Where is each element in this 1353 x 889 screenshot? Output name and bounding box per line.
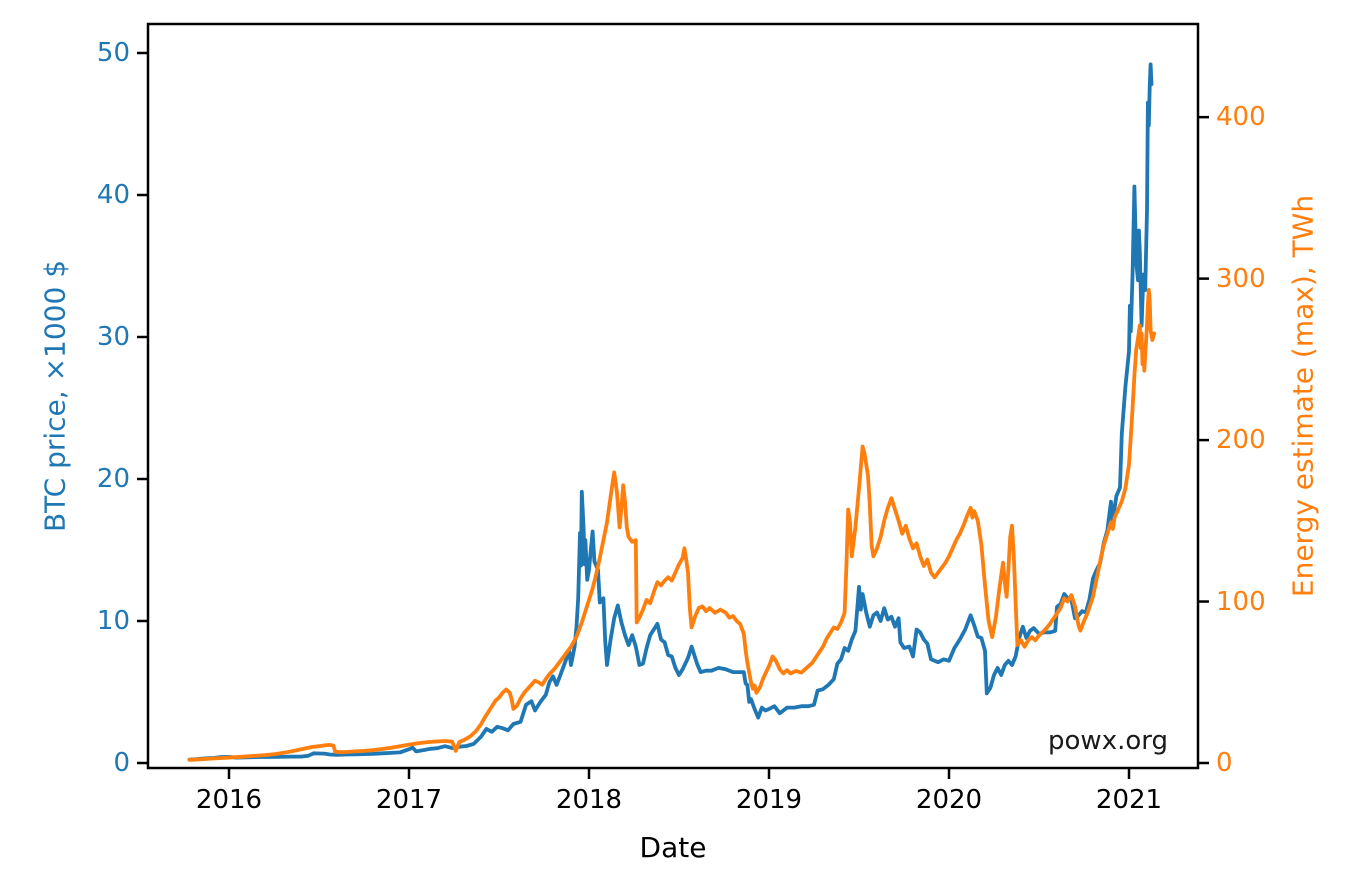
x-tick-label: 2017 <box>375 785 443 815</box>
axes-frame <box>146 22 1200 770</box>
left-tick-label: 50 <box>96 37 130 68</box>
x-tick-label: 2016 <box>195 785 263 815</box>
right-axis-label: Energy estimate (max), TWh <box>1286 194 1320 598</box>
left-tick-label: 30 <box>96 321 130 352</box>
x-tick-label: 2018 <box>555 785 623 815</box>
btc-price-line <box>187 62 1154 762</box>
right-tick-label: 0 <box>1216 747 1233 778</box>
watermark-text: powx.org <box>1048 726 1168 756</box>
left-tick-label: 40 <box>96 179 130 210</box>
right-tick-label: 300 <box>1216 263 1266 294</box>
x-tick-label: 2020 <box>915 785 983 815</box>
left-tick-label: 10 <box>96 606 130 636</box>
right-tick-label: 200 <box>1216 425 1266 456</box>
left-tick-label: 20 <box>96 463 130 494</box>
right-tick-label: 400 <box>1216 102 1266 133</box>
right-tick-label: 100 <box>1216 586 1266 617</box>
x-tick-label: 2021 <box>1095 785 1163 815</box>
left-tick-label: 0 <box>113 748 130 778</box>
energy-estimate-line <box>187 287 1157 762</box>
x-axis-label: Date <box>639 831 707 864</box>
x-tick-label: 2019 <box>735 785 803 815</box>
